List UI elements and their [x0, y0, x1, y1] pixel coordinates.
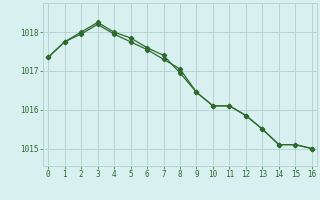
Text: Graphe pression niveau de la mer (hPa): Graphe pression niveau de la mer (hPa) [65, 185, 255, 194]
